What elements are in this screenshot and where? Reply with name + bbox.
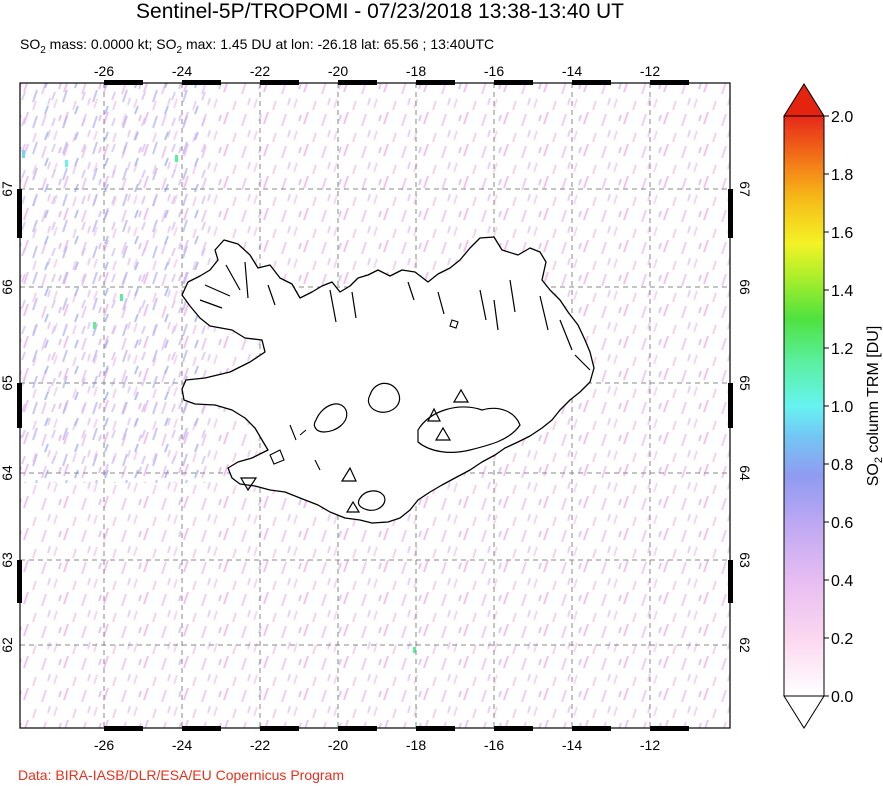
lat-tick-label: 64 bbox=[0, 465, 15, 481]
page-title: Sentinel-5P/TROPOMI - 07/23/2018 13:38-1… bbox=[136, 0, 624, 23]
colorbar-label: 0.6 bbox=[831, 515, 853, 532]
so2-pixel bbox=[413, 647, 416, 653]
so2-pixel bbox=[22, 150, 25, 158]
lat-tick-label: 62 bbox=[0, 637, 15, 653]
colorbar-label: 1.6 bbox=[831, 225, 853, 242]
lon-tick-label: -26 bbox=[94, 63, 114, 79]
so2-pixel bbox=[65, 160, 68, 167]
volcano-markers bbox=[239, 388, 470, 513]
lat-tick-label: 66 bbox=[737, 279, 753, 295]
colorbar-gradient bbox=[783, 115, 825, 697]
map-subtitle: SO2 mass: 0.0000 kt; SO2 max: 1.45 DU at… bbox=[20, 36, 495, 56]
lat-tick-label: 65 bbox=[0, 375, 15, 391]
colorbar-label: 0.2 bbox=[831, 631, 853, 648]
lon-tick-label: -26 bbox=[94, 737, 114, 753]
colorbar-label: 1.8 bbox=[831, 167, 853, 184]
so2-pixel bbox=[175, 155, 178, 162]
lon-tick-label: -14 bbox=[562, 63, 582, 79]
lat-tick-label: 63 bbox=[0, 552, 15, 568]
so2-pixel bbox=[93, 322, 96, 329]
lon-tick-label: -16 bbox=[484, 63, 504, 79]
lon-tick-label: -12 bbox=[640, 737, 660, 753]
lon-tick-label: -24 bbox=[172, 737, 192, 753]
lon-tick-label: -14 bbox=[562, 737, 582, 753]
colorbar-label: 1.2 bbox=[831, 341, 853, 358]
lat-tick-label: 67 bbox=[737, 181, 753, 197]
lat-labels-left: 67 66 65 64 63 62 bbox=[0, 181, 15, 653]
lat-labels-right: 67 66 65 64 63 62 bbox=[737, 181, 753, 653]
colorbar-label: 2.0 bbox=[831, 109, 853, 126]
volcano-icon bbox=[340, 466, 357, 482]
colorbar-label: 1.0 bbox=[831, 399, 853, 416]
lon-tick-label: -24 bbox=[172, 63, 192, 79]
lon-tick-label: -18 bbox=[406, 737, 426, 753]
lon-tick-label: -22 bbox=[250, 63, 270, 79]
lon-labels-top: -26 -24 -22 -20 -18 -16 -14 -12 bbox=[94, 63, 660, 79]
colorbar-label: 1.4 bbox=[831, 283, 853, 300]
colorbar-max-arrow bbox=[783, 83, 825, 117]
colorbar-title: SO2 column TRM [DU] bbox=[865, 326, 883, 487]
map-border-ticks bbox=[17, 80, 733, 731]
iceland-land bbox=[181, 236, 595, 524]
colorbar-min-arrow bbox=[783, 695, 825, 729]
colorbar: 2.0 1.8 1.6 1.4 1.2 1.0 0.8 0.6 0.4 0.2 … bbox=[783, 83, 883, 729]
lat-tick-label: 64 bbox=[737, 465, 753, 481]
lon-tick-label: -12 bbox=[640, 63, 660, 79]
volcano-icon bbox=[345, 500, 361, 513]
lat-tick-label: 67 bbox=[0, 181, 15, 197]
lon-labels-bottom: -26 -24 -22 -20 -18 -16 -14 -12 bbox=[94, 737, 660, 753]
colorbar-label: 0.0 bbox=[831, 689, 853, 706]
volcano-icon bbox=[434, 426, 452, 441]
lon-tick-label: -20 bbox=[328, 737, 348, 753]
so2-field-west bbox=[20, 83, 210, 483]
lat-tick-label: 63 bbox=[737, 552, 753, 568]
lon-tick-label: -22 bbox=[250, 737, 270, 753]
data-credit: Data: BIRA-IASB/DLR/ESA/EU Copernicus Pr… bbox=[18, 767, 345, 783]
lat-tick-label: 62 bbox=[737, 637, 753, 653]
volcano-icon bbox=[239, 477, 258, 492]
lat-tick-label: 66 bbox=[0, 279, 15, 295]
volcano-icon bbox=[452, 388, 470, 403]
lon-tick-label: -20 bbox=[328, 63, 348, 79]
lon-tick-label: -16 bbox=[484, 737, 504, 753]
colorbar-label: 0.4 bbox=[831, 573, 853, 590]
lon-tick-label: -18 bbox=[406, 63, 426, 79]
volcano-icon bbox=[427, 407, 441, 422]
colorbar-label: 0.8 bbox=[831, 457, 853, 474]
lat-tick-label: 65 bbox=[737, 375, 753, 391]
so2-pixel bbox=[120, 294, 123, 301]
